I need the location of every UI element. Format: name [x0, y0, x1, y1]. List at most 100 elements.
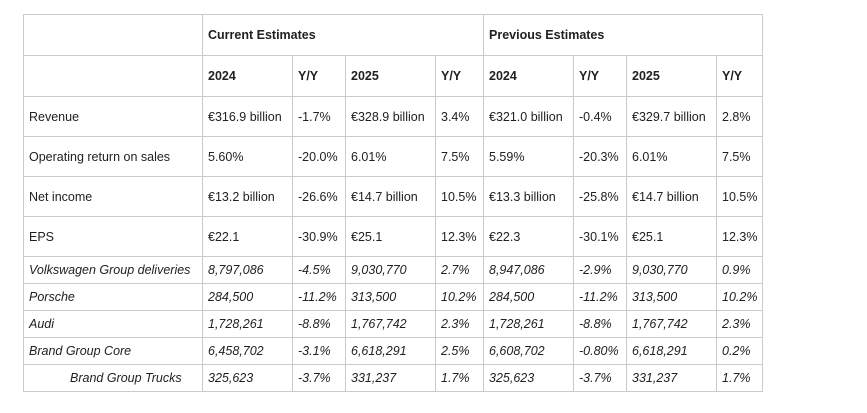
data-cell: -11.2%	[573, 283, 627, 311]
row-label: Revenue	[23, 96, 203, 137]
data-cell: €13.3 billion	[483, 176, 574, 217]
data-cell: 10.2%	[715, 283, 764, 311]
data-cell: 6.01%	[626, 136, 717, 177]
column-header: 2025	[345, 55, 436, 97]
data-cell: -30.1%	[573, 216, 627, 257]
data-cell: 8,797,086	[202, 256, 293, 284]
data-cell: €321.0 billion	[483, 96, 574, 137]
group-previous-estimates: Previous Estimates	[482, 14, 764, 56]
data-cell: 325,623	[202, 364, 293, 392]
column-header: Y/Y	[292, 55, 346, 97]
table-row: Net income €13.2 billion -26.6% €14.7 billi…	[23, 176, 764, 217]
data-cell: 2.5%	[435, 337, 484, 365]
data-cell: €25.1	[345, 216, 436, 257]
data-cell: 10.2%	[435, 283, 484, 311]
column-header: Y/Y	[435, 55, 484, 97]
data-cell: 1,728,261	[202, 310, 293, 338]
data-cell: 1,767,742	[626, 310, 717, 338]
table-row-sub: Brand Group Core 6,458,702 -3.1% 6,618,291 2…	[23, 337, 764, 365]
data-cell: -3.1%	[292, 337, 346, 365]
corner-cell	[23, 14, 203, 56]
data-cell: 3.4%	[435, 96, 484, 137]
group-current-estimates: Current Estimates	[202, 14, 484, 56]
data-cell: 12.3%	[435, 216, 484, 257]
data-cell: -11.2%	[292, 283, 346, 311]
data-cell: 331,237	[626, 364, 717, 392]
data-cell: -30.9%	[292, 216, 346, 257]
data-cell: -2.9%	[573, 256, 627, 284]
data-cell: 6,618,291	[626, 337, 717, 365]
row-label: Audi	[23, 310, 203, 338]
data-cell: 5.59%	[483, 136, 574, 177]
data-cell: -3.7%	[573, 364, 627, 392]
data-cell: -3.7%	[292, 364, 346, 392]
data-cell: 331,237	[345, 364, 436, 392]
data-cell: 12.3%	[715, 216, 764, 257]
data-cell: €25.1	[626, 216, 717, 257]
data-cell: -26.6%	[292, 176, 346, 217]
data-cell: €22.1	[202, 216, 293, 257]
column-header: 2024	[483, 55, 574, 97]
table-row: Operating return on sales 5.60% -20.0% 6.01…	[23, 136, 764, 177]
data-cell: €14.7 billion	[345, 176, 436, 217]
row-label: Brand Group Core	[23, 337, 203, 365]
table-row: Revenue €316.9 billion -1.7% €328.9 billion…	[23, 96, 764, 137]
data-cell: €22.3	[483, 216, 574, 257]
corner-cell	[23, 55, 203, 97]
group-header-row: Current Estimates Previous Estimates	[23, 14, 764, 56]
data-cell: €329.7 billion	[626, 96, 717, 137]
data-cell: 0.9%	[715, 256, 764, 284]
table-row: Volkswagen Group deliveries 8,797,086 -4.5…	[23, 256, 764, 284]
data-cell: 6.01%	[345, 136, 436, 177]
data-cell: 1.7%	[715, 364, 764, 392]
row-label: Operating return on sales	[23, 136, 203, 177]
data-cell: -8.8%	[292, 310, 346, 338]
data-cell: 325,623	[483, 364, 574, 392]
data-cell: 313,500	[345, 283, 436, 311]
data-cell: -25.8%	[573, 176, 627, 217]
data-cell: -0.80%	[573, 337, 627, 365]
data-cell: 5.60%	[202, 136, 293, 177]
column-header: Y/Y	[573, 55, 627, 97]
data-cell: 10.5%	[715, 176, 764, 217]
data-cell: 7.5%	[435, 136, 484, 177]
data-cell: -1.7%	[292, 96, 346, 137]
data-cell: 10.5%	[435, 176, 484, 217]
row-label: Net income	[23, 176, 203, 217]
table-row: EPS €22.1 -30.9% €25.1 12.3% €22.3 -30.1% €25.1…	[23, 216, 764, 257]
data-cell: -0.4%	[573, 96, 627, 137]
table-row-sub: Audi 1,728,261 -8.8% 1,767,742 2.3% 1,728,261…	[23, 310, 764, 338]
column-header-row: 2024 Y/Y 2025 Y/Y 2024 Y/Y 2025 Y/Y	[23, 55, 764, 97]
data-cell: 2.8%	[715, 96, 764, 137]
data-cell: €14.7 billion	[626, 176, 717, 217]
data-cell: €13.2 billion	[202, 176, 293, 217]
table-row-sub: Brand Group Trucks 325,623 -3.7% 331,237 1.7…	[23, 364, 764, 392]
data-cell: 6,608,702	[483, 337, 574, 365]
data-cell: 7.5%	[715, 136, 764, 177]
table-row-sub: Porsche 284,500 -11.2% 313,500 10.2% 284,500-…	[23, 283, 764, 311]
data-cell: 8,947,086	[483, 256, 574, 284]
data-cell: 1,767,742	[345, 310, 436, 338]
row-label: EPS	[23, 216, 203, 257]
column-header: 2025	[626, 55, 717, 97]
data-cell: -8.8%	[573, 310, 627, 338]
data-cell: 2.7%	[435, 256, 484, 284]
data-cell: -4.5%	[292, 256, 346, 284]
data-cell: €328.9 billion	[345, 96, 436, 137]
data-cell: 6,618,291	[345, 337, 436, 365]
data-cell: 2.3%	[715, 310, 764, 338]
row-label: Brand Group Trucks	[23, 364, 203, 392]
data-cell: €316.9 billion	[202, 96, 293, 137]
data-cell: 1,728,261	[483, 310, 574, 338]
column-header: Y/Y	[715, 55, 764, 97]
data-cell: -20.3%	[573, 136, 627, 177]
column-header: 2024	[202, 55, 293, 97]
data-cell: 9,030,770	[626, 256, 717, 284]
data-cell: 2.3%	[435, 310, 484, 338]
data-cell: 313,500	[626, 283, 717, 311]
data-cell: 1.7%	[435, 364, 484, 392]
row-label: Volkswagen Group deliveries	[23, 256, 203, 284]
estimates-table: Current Estimates Previous Estimates 202…	[23, 14, 764, 392]
estimates-table-body: Current Estimates Previous Estimates 202…	[23, 14, 764, 392]
row-label: Porsche	[23, 283, 203, 311]
